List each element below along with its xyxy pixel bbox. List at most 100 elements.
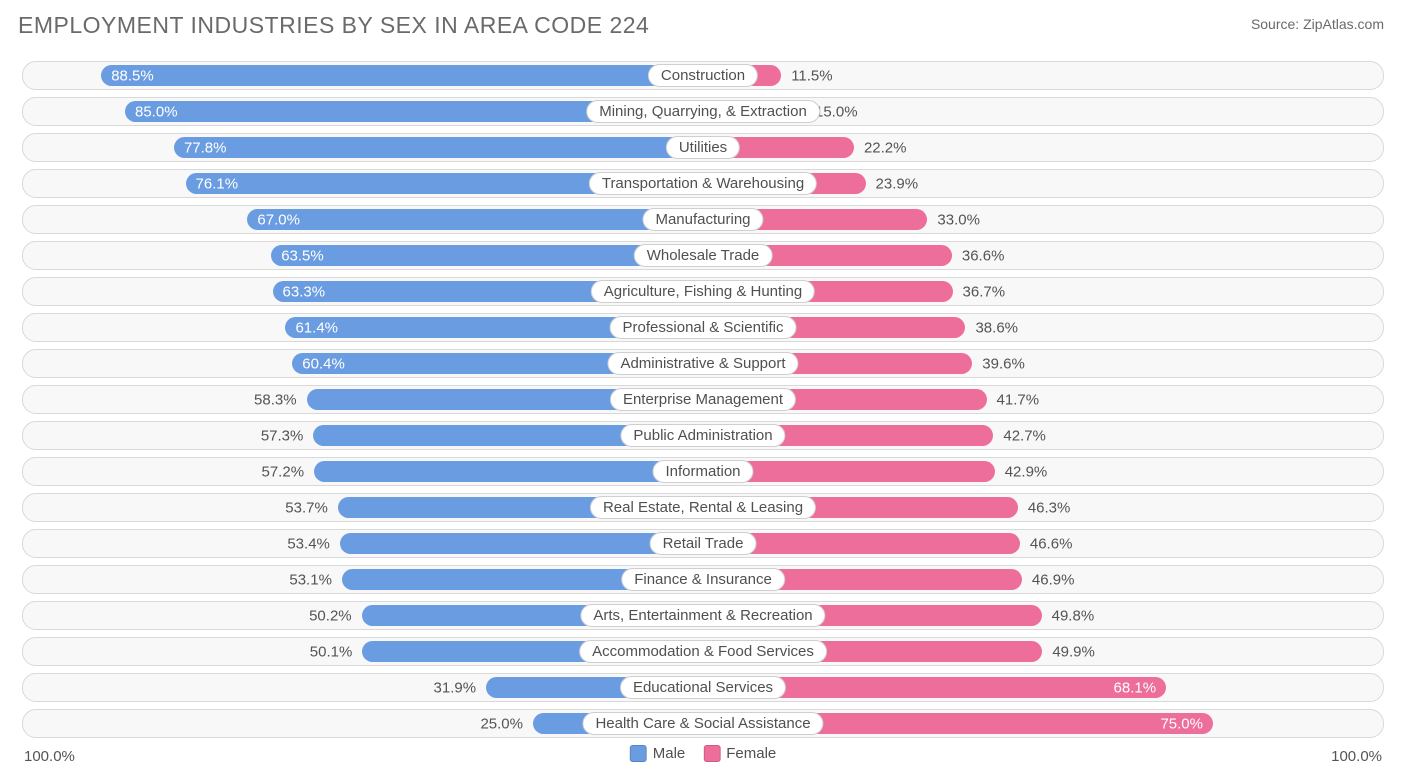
legend-item-female: Female [703,745,776,762]
legend: Male Female [630,745,777,762]
male-half: 57.3% [23,422,703,449]
legend-swatch-male [630,745,647,762]
male-bar [174,137,703,158]
male-pct-label: 31.9% [434,679,477,696]
male-half: 60.4% [23,350,703,377]
female-pct-label: 75.0% [1160,715,1203,732]
chart-row: 60.4% 39.6% Administrative & Support [22,349,1384,378]
axis-left-label: 100.0% [24,748,75,765]
chart-title: EMPLOYMENT INDUSTRIES BY SEX IN AREA COD… [18,12,649,39]
male-half: 61.4% [23,314,703,341]
female-half: 42.9% [703,458,1383,485]
male-bar [247,209,703,230]
category-label: Manufacturing [642,208,763,231]
male-bar [314,461,703,482]
chart-row: 31.9% 68.1% Educational Services [22,673,1384,702]
female-half: 39.6% [703,350,1383,377]
category-label: Real Estate, Rental & Leasing [590,496,816,519]
male-half: 58.3% [23,386,703,413]
male-pct-label: 63.5% [281,247,324,264]
male-half: 63.5% [23,242,703,269]
male-pct-label: 77.8% [184,139,227,156]
female-pct-label: 15.0% [815,103,858,120]
female-pct-label: 33.0% [937,211,980,228]
female-pct-label: 36.7% [963,283,1006,300]
legend-swatch-female [703,745,720,762]
male-pct-label: 57.3% [261,427,304,444]
female-pct-label: 22.2% [864,139,907,156]
category-label: Administrative & Support [607,352,798,375]
female-half: 36.6% [703,242,1383,269]
category-label: Accommodation & Food Services [579,640,827,663]
category-label: Agriculture, Fishing & Hunting [591,280,815,303]
male-half: 57.2% [23,458,703,485]
male-pct-label: 88.5% [111,67,154,84]
category-label: Utilities [666,136,740,159]
female-half: 46.6% [703,530,1383,557]
category-label: Educational Services [620,676,786,699]
chart-row: 88.5%11.5%Construction [22,61,1384,90]
female-pct-label: 41.7% [997,391,1040,408]
category-label: Wholesale Trade [634,244,773,267]
female-pct-label: 36.6% [962,247,1005,264]
female-pct-label: 42.7% [1003,427,1046,444]
male-half: 67.0% [23,206,703,233]
chart-row: 85.0%15.0%Mining, Quarrying, & Extractio… [22,97,1384,126]
chart-row: 53.4% 46.6% Retail Trade [22,529,1384,558]
female-half: 68.1% [703,674,1383,701]
female-pct-label: 39.6% [982,355,1025,372]
chart-row: 57.2% 42.9% Information [22,457,1384,486]
axis-right-label: 100.0% [1331,748,1382,765]
category-label: Information [652,460,753,483]
chart-row: 53.7%46.3%Real Estate, Rental & Leasing [22,493,1384,522]
category-label: Finance & Insurance [621,568,785,591]
male-half: 88.5% [23,62,703,89]
chart-row: 57.3%42.7%Public Administration [22,421,1384,450]
male-bar [101,65,703,86]
male-pct-label: 60.4% [302,355,345,372]
female-half: 38.6% [703,314,1383,341]
category-label: Professional & Scientific [610,316,797,339]
female-pct-label: 46.9% [1032,571,1075,588]
male-pct-label: 58.3% [254,391,297,408]
female-pct-label: 46.6% [1030,535,1073,552]
chart-row: 25.0%75.0%Health Care & Social Assistanc… [22,709,1384,738]
female-half: 11.5% [703,62,1383,89]
male-pct-label: 53.1% [289,571,332,588]
axis-row: 100.0% Male Female 100.0% [18,745,1388,773]
male-half: 31.9% [23,674,703,701]
female-half: 46.9% [703,566,1383,593]
male-pct-label: 76.1% [196,175,239,192]
male-half: 77.8% [23,134,703,161]
female-pct-label: 38.6% [975,319,1018,336]
female-pct-label: 49.9% [1052,643,1095,660]
male-pct-label: 50.1% [310,643,353,660]
female-pct-label: 23.9% [876,175,919,192]
male-pct-label: 53.4% [287,535,330,552]
chart-row: 67.0% 33.0% Manufacturing [22,205,1384,234]
female-pct-label: 42.9% [1005,463,1048,480]
male-pct-label: 57.2% [262,463,305,480]
legend-label-female: Female [726,745,776,762]
female-half: 33.0% [703,206,1383,233]
male-pct-label: 67.0% [257,211,300,228]
category-label: Enterprise Management [610,388,796,411]
male-half: 53.4% [23,530,703,557]
chart-row: 61.4% 38.6% Professional & Scientific [22,313,1384,342]
chart-header: EMPLOYMENT INDUSTRIES BY SEX IN AREA COD… [18,12,1388,39]
female-half: 42.7% [703,422,1383,449]
male-half: 53.1% [23,566,703,593]
chart-area: 88.5%11.5%Construction85.0%15.0%Mining, … [18,61,1388,738]
female-half: 22.2% [703,134,1383,161]
chart-row: 77.8% 22.2% Utilities [22,133,1384,162]
female-pct-label: 68.1% [1114,679,1157,696]
chart-row: 58.3% 41.7% Enterprise Management [22,385,1384,414]
male-pct-label: 50.2% [309,607,352,624]
chart-row: 53.1% 46.9% Finance & Insurance [22,565,1384,594]
female-pct-label: 46.3% [1028,499,1071,516]
chart-row: 50.2%49.8%Arts, Entertainment & Recreati… [22,601,1384,630]
category-label: Arts, Entertainment & Recreation [580,604,825,627]
category-label: Retail Trade [650,532,757,555]
legend-item-male: Male [630,745,686,762]
chart-row: 63.3%36.7%Agriculture, Fishing & Hunting [22,277,1384,306]
